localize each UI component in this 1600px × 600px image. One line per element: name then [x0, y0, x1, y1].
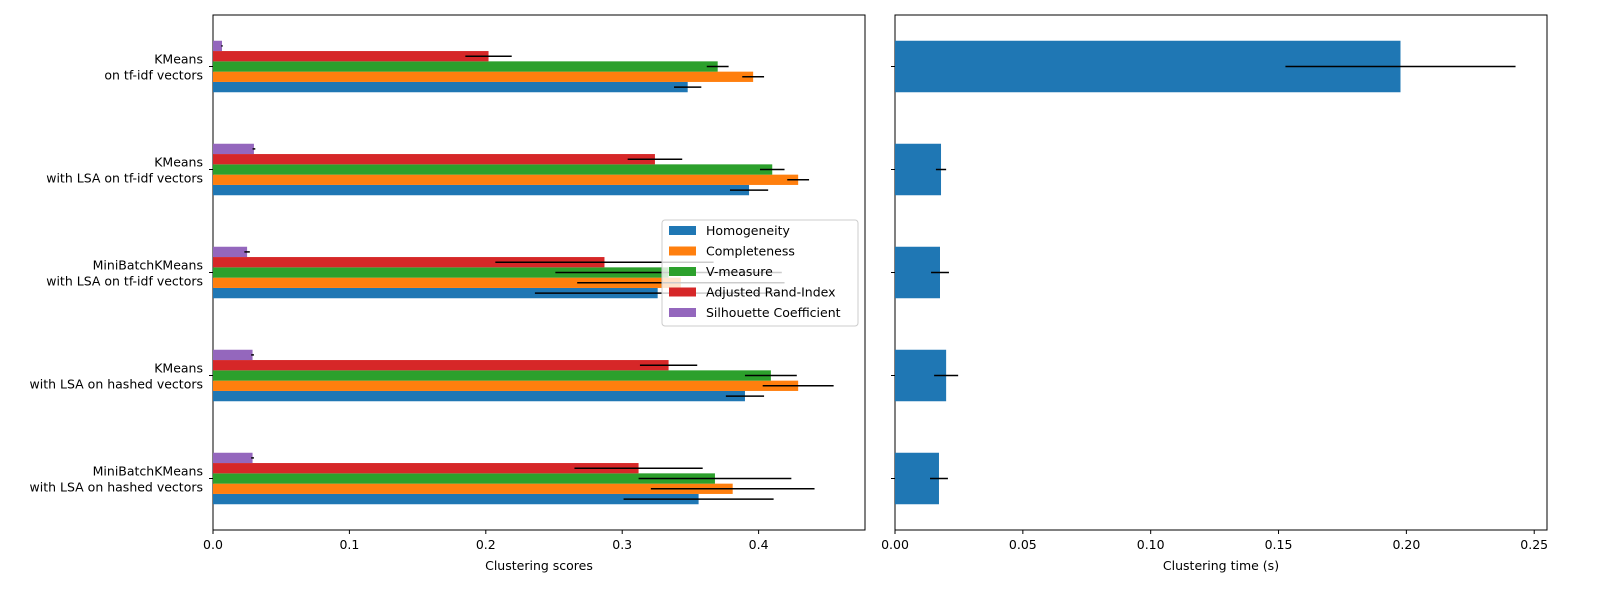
x-axis-label: Clustering scores	[485, 558, 593, 573]
legend-label: V-measure	[706, 264, 773, 279]
legend-label: Silhouette Coefficient	[706, 305, 841, 320]
bar-homogeneity	[213, 390, 745, 402]
y-tick-label: with LSA on hashed vectors	[30, 377, 203, 392]
x-tick-label: 0.2	[476, 537, 496, 552]
y-tick-label: KMeans	[154, 155, 203, 170]
bar-adjusted-rand-index	[213, 51, 489, 62]
bar-homogeneity	[213, 184, 750, 196]
bar-clustering-time	[895, 143, 942, 196]
legend-swatch	[669, 226, 696, 235]
y-tick-label: with LSA on tf-idf vectors	[46, 171, 203, 186]
x-tick-label: 0.05	[1009, 537, 1037, 552]
bar-v-measure	[213, 370, 771, 381]
bar-v-measure	[213, 473, 715, 484]
bar-v-measure	[213, 267, 669, 278]
bar-completeness	[213, 277, 681, 288]
x-tick-label: 0.3	[612, 537, 632, 552]
bar-adjusted-rand-index	[213, 257, 605, 268]
bar-homogeneity	[213, 81, 688, 93]
bar-silhouette-coefficient	[213, 452, 253, 464]
y-tick-label: on tf-idf vectors	[104, 68, 203, 83]
bar-adjusted-rand-index	[213, 360, 669, 371]
bar-silhouette-coefficient	[213, 40, 223, 52]
x-tick-label: 0.1	[339, 537, 359, 552]
legend-swatch	[669, 246, 696, 256]
x-tick-label: 0.10	[1137, 537, 1165, 552]
y-tick-label: with LSA on tf-idf vectors	[46, 274, 203, 289]
bar-v-measure	[213, 61, 718, 72]
bar-completeness	[213, 174, 799, 185]
bar-completeness	[213, 483, 733, 494]
bar-silhouette-coefficient	[213, 349, 253, 361]
bar-adjusted-rand-index	[213, 154, 655, 165]
legend-label: Adjusted Rand-Index	[706, 285, 836, 300]
y-tick-label: KMeans	[154, 52, 203, 67]
bar-homogeneity	[213, 493, 699, 505]
legend-label: Homogeneity	[706, 223, 790, 238]
bar-completeness	[213, 380, 799, 391]
legend-swatch	[669, 267, 696, 276]
bar-silhouette-coefficient	[213, 143, 254, 155]
bar-adjusted-rand-index	[213, 463, 639, 474]
y-tick-label: with LSA on hashed vectors	[30, 480, 203, 495]
x-tick-label: 0.20	[1392, 537, 1420, 552]
legend-label: Completeness	[706, 244, 795, 259]
legend-swatch	[669, 308, 696, 317]
y-tick-label: MiniBatchKMeans	[93, 258, 203, 273]
x-tick-label: 0.15	[1265, 537, 1293, 552]
x-tick-label: 0.0	[203, 537, 223, 552]
bar-v-measure	[213, 164, 773, 175]
x-tick-label: 0.00	[881, 537, 909, 552]
bar-homogeneity	[213, 287, 658, 299]
y-tick-label: MiniBatchKMeans	[93, 464, 203, 479]
x-tick-label: 0.25	[1520, 537, 1548, 552]
y-tick-label: KMeans	[154, 361, 203, 376]
legend-swatch	[669, 287, 696, 297]
x-axis-label: Clustering time (s)	[1163, 558, 1279, 573]
legend: Homogeneity Completeness V-measure Adjusted…	[661, 219, 859, 327]
bar-silhouette-coefficient	[213, 246, 248, 258]
bar-completeness	[213, 71, 754, 82]
x-tick-label: 0.4	[749, 537, 769, 552]
